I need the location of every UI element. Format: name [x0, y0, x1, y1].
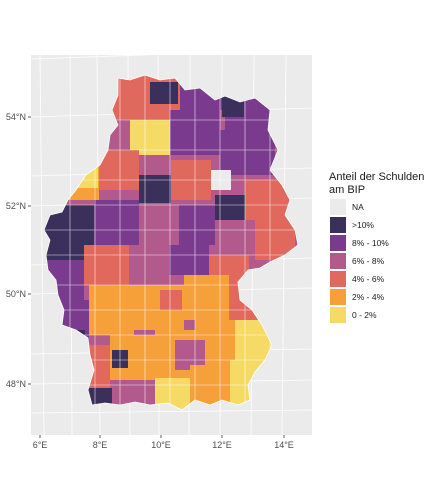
legend-swatch: [330, 307, 346, 323]
legend-title-line2: am BIP: [329, 184, 365, 196]
x-tick-label-6e: 6°E: [33, 440, 48, 450]
x-tick-label-12e: 12°E: [212, 440, 232, 450]
legend-label: 4% - 6%: [352, 274, 385, 284]
legend: Anteil der Schulden am BIP NA >10% 8% - 10…: [329, 171, 424, 323]
y-axis: 54°N 52°N 50°N 48°N: [6, 112, 31, 389]
y-tick-label-54n: 54°N: [6, 112, 26, 122]
legend-swatch: [330, 217, 346, 233]
legend-title-line1: Anteil der Schulden: [329, 171, 424, 183]
y-tick-label-52n: 52°N: [6, 201, 26, 211]
legend-label: 6% - 8%: [352, 256, 385, 266]
x-tick-label-14e: 14°E: [274, 440, 294, 450]
legend-swatch: [330, 289, 346, 305]
y-tick-label-48n: 48°N: [6, 379, 26, 389]
legend-label: NA: [352, 202, 364, 212]
x-tick-label-10e: 10°E: [151, 440, 171, 450]
legend-swatch: [330, 235, 346, 251]
legend-label: >10%: [352, 220, 374, 230]
legend-swatch: [330, 199, 346, 215]
y-tick-label-50n: 50°N: [6, 289, 26, 299]
legend-label: 0 - 2%: [352, 310, 377, 320]
germany-outline: [43, 74, 299, 411]
legend-label: 2% - 4%: [352, 292, 385, 302]
x-axis: 6°E 8°E 10°E 12°E 14°E: [33, 435, 294, 450]
legend-swatch: [330, 253, 346, 269]
x-tick-label-8e: 8°E: [93, 440, 108, 450]
legend-swatch: [330, 271, 346, 287]
legend-label: 8% - 10%: [352, 238, 389, 248]
